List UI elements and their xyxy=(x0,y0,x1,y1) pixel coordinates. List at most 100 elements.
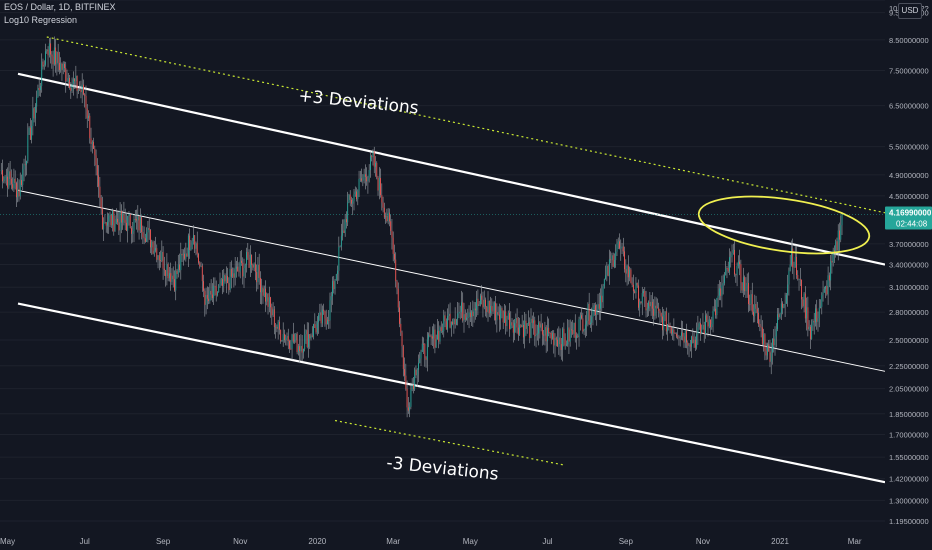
candle xyxy=(132,221,134,243)
currency-button[interactable]: USD xyxy=(898,3,922,19)
candle xyxy=(438,321,440,349)
candle-body xyxy=(638,285,639,308)
candle-body xyxy=(615,251,617,261)
candle xyxy=(235,260,237,278)
candle xyxy=(289,339,290,354)
candle xyxy=(729,248,730,276)
candle-body xyxy=(648,301,650,309)
candle-body xyxy=(24,164,26,166)
candle-body xyxy=(751,294,753,312)
time-axis[interactable]: May Jul Sep Nov 2020 Mar May Jul Sep Nov 2021 Mar xyxy=(0,530,932,550)
candle xyxy=(689,340,691,352)
candle-body xyxy=(36,97,38,107)
candle xyxy=(27,123,29,164)
candle-body xyxy=(268,297,270,307)
candle-body xyxy=(497,312,499,315)
candle-body xyxy=(649,301,651,307)
candle xyxy=(686,323,687,349)
candle-body xyxy=(249,254,251,268)
candle xyxy=(109,211,111,227)
candle-body xyxy=(19,180,21,197)
candle-body xyxy=(730,256,732,258)
candle xyxy=(626,264,628,286)
candle xyxy=(764,332,766,361)
candle-body xyxy=(194,235,196,249)
candle xyxy=(448,304,450,321)
candle-body xyxy=(339,246,341,248)
candle xyxy=(100,195,102,215)
candle-body xyxy=(720,288,722,296)
candle-body xyxy=(477,298,479,307)
candle xyxy=(490,296,491,318)
candle-body xyxy=(675,333,677,337)
candle xyxy=(148,217,150,240)
candle xyxy=(529,317,531,344)
candle-body xyxy=(95,155,97,166)
candle-body xyxy=(129,214,131,229)
candle-body xyxy=(569,329,571,342)
candle xyxy=(608,249,610,285)
symbol-title[interactable]: EOS / Dollar, 1D, BITFINEX xyxy=(4,2,116,12)
overlays xyxy=(46,36,886,466)
candle xyxy=(265,280,266,312)
candle-body xyxy=(376,162,378,178)
candles xyxy=(0,36,843,418)
candle-body xyxy=(404,369,406,376)
candle-body xyxy=(544,327,546,336)
candle-body xyxy=(759,324,761,327)
candle-body xyxy=(77,89,79,91)
candle-body xyxy=(85,95,87,109)
candle-body xyxy=(103,222,105,230)
candle xyxy=(802,297,804,308)
candle xyxy=(739,249,741,276)
candle xyxy=(391,219,393,250)
candle-body xyxy=(186,253,188,257)
candle-body xyxy=(211,294,213,299)
candle xyxy=(567,319,569,347)
candle xyxy=(520,323,522,328)
candle-body xyxy=(753,311,754,317)
candle-body xyxy=(382,202,384,208)
candle xyxy=(195,241,197,256)
indicator-label[interactable]: Log10 Regression xyxy=(4,15,78,25)
candle xyxy=(598,292,600,320)
candle-body xyxy=(524,320,526,338)
candle-body xyxy=(538,322,540,334)
candle-body xyxy=(58,62,60,70)
candle xyxy=(611,252,613,269)
candle-body xyxy=(560,344,562,350)
candle-body xyxy=(191,241,193,248)
candle xyxy=(734,240,735,277)
candle xyxy=(731,244,733,263)
candle xyxy=(286,332,288,346)
candle xyxy=(70,82,72,99)
candle xyxy=(160,250,162,268)
price-tick-label: 1.19500000 xyxy=(889,517,929,526)
candle xyxy=(277,319,279,340)
candle-body xyxy=(717,295,719,299)
candle-body xyxy=(526,323,528,329)
candle-body xyxy=(817,318,819,322)
candle-body xyxy=(656,307,658,309)
candle-body xyxy=(214,285,216,287)
candle xyxy=(14,170,16,190)
candle-body xyxy=(450,321,452,328)
candle-body xyxy=(272,309,274,316)
candle xyxy=(755,295,757,314)
candle-body xyxy=(481,295,483,300)
candle xyxy=(13,168,15,193)
candle-body xyxy=(108,215,110,222)
price-tick-label: 4.90000000 xyxy=(889,171,929,180)
candle xyxy=(483,290,485,310)
candle xyxy=(683,333,685,348)
candle-body xyxy=(7,176,9,188)
candle xyxy=(565,340,567,347)
candle xyxy=(194,235,196,253)
time-tick-label: Jul xyxy=(80,537,90,546)
candle xyxy=(428,332,430,348)
candle-body xyxy=(230,269,232,277)
candle xyxy=(402,344,404,377)
candle-body xyxy=(263,288,265,296)
